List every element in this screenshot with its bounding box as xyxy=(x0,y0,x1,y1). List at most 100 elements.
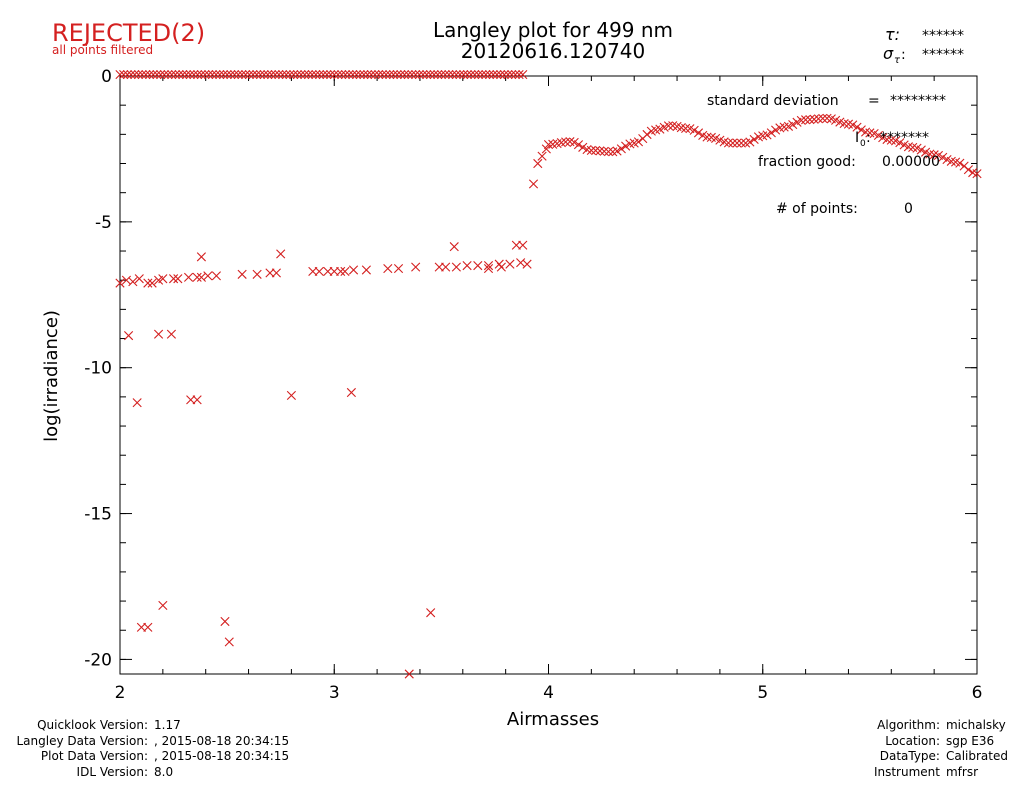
outlier-point xyxy=(449,242,459,252)
upper-curve-point xyxy=(642,129,652,140)
top-row-point xyxy=(370,69,380,80)
footer-instrument-info: Algorithm: michalsky Location: sgp E36 DataT… xyxy=(840,718,1008,780)
low-band-point xyxy=(183,272,194,282)
top-row-point xyxy=(244,69,254,80)
std-value: ******** xyxy=(890,93,946,109)
top-row-point xyxy=(211,69,221,80)
footer-left-value: , 2015-08-18 20:34:15 xyxy=(154,733,290,748)
outlier-point xyxy=(286,390,296,401)
top-row-point xyxy=(477,69,487,80)
top-row-point xyxy=(181,69,192,80)
top-row-point xyxy=(185,69,195,80)
top-row-point xyxy=(333,69,343,80)
top-row-point xyxy=(311,69,321,80)
footer-left-label: Langley Data Version: xyxy=(16,733,148,748)
low-band-point xyxy=(483,261,494,271)
top-row-point xyxy=(314,69,325,80)
top-row-point xyxy=(170,69,181,80)
top-row-point xyxy=(348,69,358,80)
top-row-point xyxy=(422,69,432,80)
top-row-point xyxy=(518,69,528,80)
outlier-point xyxy=(132,398,142,408)
top-row-point xyxy=(163,69,173,80)
footer-right-value: sgp E36 xyxy=(945,733,995,748)
top-row-point xyxy=(429,69,439,80)
top-row-point xyxy=(351,69,362,80)
top-row-point xyxy=(440,69,450,80)
outlier-point xyxy=(192,395,202,405)
low-band-point xyxy=(308,266,318,277)
low-band-point xyxy=(361,265,371,275)
low-band-point xyxy=(211,271,222,281)
top-row-point xyxy=(392,69,402,80)
low-band-point xyxy=(143,278,153,288)
top-row-point xyxy=(218,69,229,80)
top-row-point xyxy=(307,69,317,80)
top-row-point xyxy=(503,69,513,80)
top-row-point xyxy=(292,69,302,80)
upper-curve-point xyxy=(848,120,858,130)
upper-curve-point xyxy=(916,145,926,155)
top-row-point xyxy=(193,69,203,80)
top-row-point xyxy=(366,69,376,80)
top-row-point xyxy=(174,69,184,80)
footer-left-label: IDL Version: xyxy=(76,764,148,779)
top-row-point xyxy=(278,69,288,80)
top-row-point xyxy=(152,69,162,80)
top-row-point xyxy=(318,69,328,80)
top-row-point xyxy=(466,69,476,80)
low-band-point xyxy=(516,258,526,268)
upper-curve-point xyxy=(813,114,824,124)
top-row-point xyxy=(296,69,306,80)
sigma-colon: : xyxy=(901,47,906,63)
top-row-point xyxy=(510,69,520,80)
upper-curve-point xyxy=(702,132,712,142)
top-row-point xyxy=(507,69,517,80)
upper-curve-point xyxy=(573,140,584,150)
footer-left-value: 1.17 xyxy=(154,718,181,732)
upper-curve-point xyxy=(693,128,704,138)
top-row-point xyxy=(433,69,443,80)
top-row-point xyxy=(196,69,206,80)
upper-curve-point xyxy=(723,138,734,148)
top-row-point xyxy=(403,69,413,80)
upper-curve-point xyxy=(595,146,605,156)
rise-point xyxy=(528,179,539,189)
outlier-point xyxy=(196,252,207,262)
low-band-point xyxy=(434,262,444,272)
i0-subscript: 0 xyxy=(860,139,866,149)
top-row-point xyxy=(399,69,410,80)
outlier-point xyxy=(123,331,134,341)
low-band-point xyxy=(441,262,451,272)
footer-left-row: IDL Version: 8.0 xyxy=(0,765,289,781)
low-band-point xyxy=(173,274,183,284)
top-row-point xyxy=(289,69,299,80)
top-row-point xyxy=(266,69,277,80)
top-row-point xyxy=(414,69,424,80)
outlier-point xyxy=(276,249,286,259)
top-row-point xyxy=(300,69,310,80)
outlier-point xyxy=(426,608,436,618)
y-tick-label: -20 xyxy=(84,650,112,670)
top-row-point xyxy=(226,69,236,80)
y-tick-label: 0 xyxy=(101,67,112,87)
x-tick-label: 5 xyxy=(757,683,768,703)
low-band-point xyxy=(340,266,350,277)
i0-label: I xyxy=(855,130,859,146)
outlier-point xyxy=(511,240,521,250)
rise-point xyxy=(541,144,551,154)
upper-curve-point xyxy=(852,122,862,132)
upper-curve-point xyxy=(633,137,644,147)
outlier-point xyxy=(404,669,414,679)
outlier-point xyxy=(483,263,494,274)
top-row-point xyxy=(385,69,395,80)
top-row-point xyxy=(270,69,280,80)
upper-curve-point xyxy=(689,125,699,135)
upper-curve-point xyxy=(762,130,772,140)
outlier-point xyxy=(136,622,147,632)
x-tick-label: 6 xyxy=(972,683,983,703)
low-band-point xyxy=(115,278,125,288)
top-row-point xyxy=(233,69,243,80)
footer-left-label: Plot Data Version: xyxy=(40,749,148,763)
top-row-point xyxy=(388,69,399,80)
